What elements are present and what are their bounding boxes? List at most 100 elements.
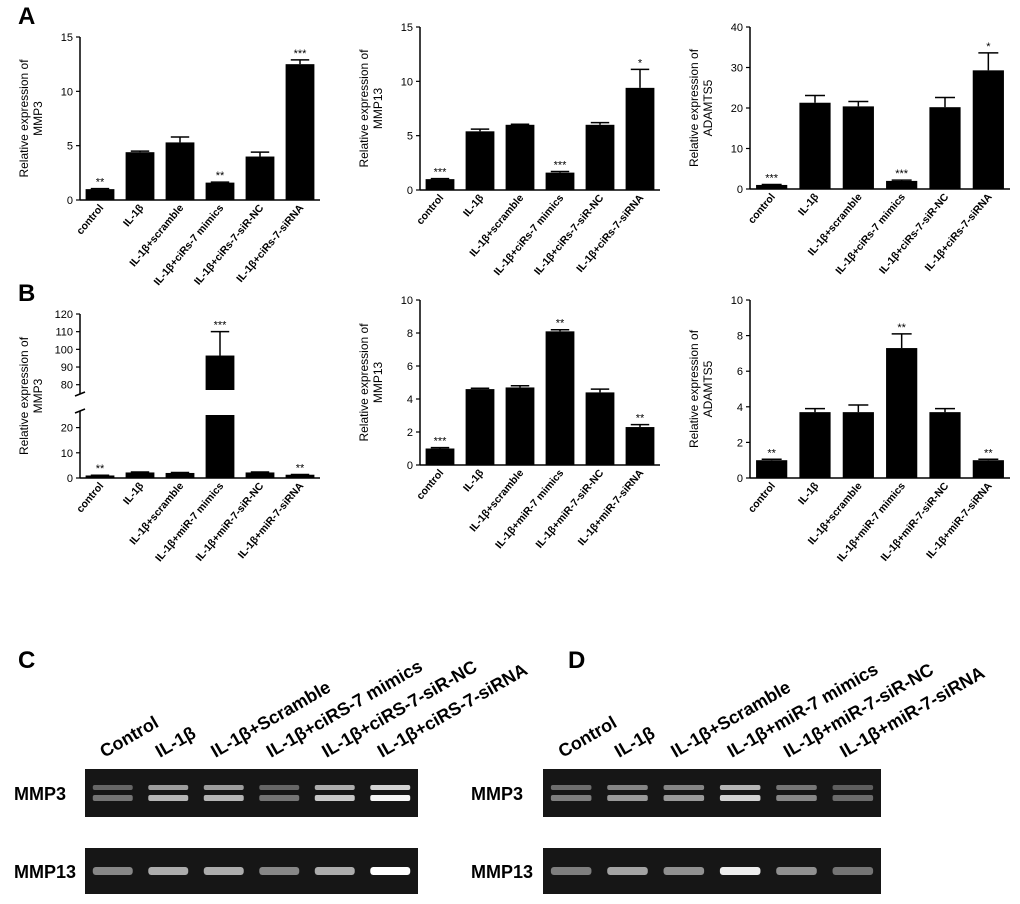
x-tick-label: IL-1β+ciRs-7 mimics — [152, 202, 227, 288]
gel-row-label: MMP13 — [14, 862, 76, 882]
y-axis-title-line: ADAMTS5 — [701, 360, 715, 417]
gel-band — [776, 785, 817, 790]
gel-band — [259, 867, 300, 875]
x-tick-label: IL-1β — [121, 480, 147, 507]
significance-label: *** — [214, 320, 228, 332]
y-tick-label: 2 — [407, 427, 413, 439]
bar — [625, 87, 655, 190]
y-axis-title-line: MMP13 — [371, 88, 385, 130]
y-tick-label: 6 — [407, 361, 413, 373]
y-tick-label: 8 — [737, 331, 743, 343]
y-tick-label: 5 — [67, 141, 73, 153]
significance-label: *** — [434, 167, 448, 179]
bar — [929, 107, 961, 189]
y-axis-title-line: MMP13 — [371, 362, 385, 404]
bar — [625, 427, 655, 465]
gel-band — [370, 867, 411, 875]
significance-label: ** — [636, 413, 645, 425]
bar — [585, 124, 615, 190]
gel-band — [148, 795, 189, 801]
chart-b3: 0 2 4 6 8 10 Relative expression ofADAMTS5 ** co… — [687, 295, 1010, 564]
y-axis-title: Relative expression ofMMP3 — [17, 59, 45, 178]
bar — [886, 348, 918, 478]
panel-label-c: C — [18, 647, 35, 674]
x-tick-label: control — [414, 467, 446, 502]
y-axis-title-line: MMP3 — [31, 378, 45, 413]
significance-label: *** — [434, 436, 448, 448]
chart-a1: 0 5 10 15 Relative expression ofMMP3 ** contro… — [17, 32, 320, 288]
bar — [425, 448, 455, 465]
gel-band — [832, 867, 874, 875]
y-axis-title: Relative expression ofADAMTS5 — [687, 48, 715, 167]
y-tick-label: 80 — [61, 380, 73, 392]
gel-band — [203, 795, 244, 801]
gel-band — [776, 867, 817, 875]
x-tick-label: IL-1β — [461, 467, 487, 494]
y-axis-title: Relative expression ofMMP13 — [357, 49, 385, 168]
gel-band — [148, 785, 189, 790]
gel-band — [719, 785, 761, 790]
y-tick-label: 5 — [407, 131, 413, 143]
gel-band — [203, 867, 244, 875]
x-tick-label: control — [74, 480, 106, 515]
axis-break-mark — [74, 408, 86, 414]
bar — [972, 460, 1004, 478]
bar — [245, 156, 275, 200]
gel-band — [663, 795, 705, 801]
y-axis-title-line: Relative expression of — [687, 329, 701, 448]
gel-lane-label: Control — [555, 712, 620, 761]
significance-label: *** — [895, 168, 909, 180]
x-tick-label: control — [74, 202, 106, 237]
gel-background — [543, 769, 881, 817]
y-tick-label: 10 — [401, 295, 413, 307]
chart-a2: 0 5 10 15 Relative expression ofMMP13 *** cont… — [357, 22, 660, 278]
bar — [886, 180, 918, 189]
chart-b1: 0 10 20 80 90 100 110 120 Relative expression of… — [17, 309, 320, 564]
y-tick-label: 0 — [737, 184, 743, 196]
significance-label: ** — [96, 463, 105, 475]
significance-label: ** — [556, 318, 565, 330]
y-tick-label: 20 — [61, 423, 73, 435]
significance-label: ** — [216, 170, 225, 182]
significance-label: ** — [984, 447, 993, 459]
bar — [245, 472, 275, 478]
bar — [799, 412, 831, 478]
x-tick-label: IL-1β — [796, 480, 822, 507]
gel-band — [776, 795, 817, 801]
x-tick-label: IL-1β+ciRs-7-siR-NC — [192, 202, 267, 288]
y-tick-label: 10 — [731, 144, 743, 156]
bar — [799, 102, 831, 189]
y-tick-label: 120 — [55, 309, 73, 321]
bar — [205, 415, 235, 478]
x-tick-label: IL-1β+miR-7-siR-NC — [194, 480, 267, 564]
x-tick-label: IL-1β+miR-7 mimics — [153, 480, 226, 564]
significance-label: * — [638, 57, 643, 69]
bar — [205, 355, 235, 390]
y-axis-title: Relative expression ofMMP3 — [17, 336, 45, 455]
x-tick-label: control — [746, 480, 778, 515]
gel-band — [370, 785, 411, 790]
y-tick-label: 100 — [55, 344, 73, 356]
x-tick-label: IL-1β+miR-7-siR-NC — [534, 467, 607, 551]
y-tick-label: 8 — [407, 328, 413, 340]
gel-band — [663, 785, 705, 790]
y-axis-title-line: Relative expression of — [17, 336, 31, 455]
gel-band — [832, 795, 874, 801]
gel-band — [550, 867, 592, 875]
y-tick-label: 0 — [407, 185, 413, 197]
x-tick-label: IL-1β+ciRs-7-siRNA — [574, 192, 646, 275]
bar — [842, 412, 874, 478]
y-axis-title-line: MMP3 — [31, 101, 45, 136]
x-tick-label: IL-1β — [796, 191, 822, 218]
panel-label-a: A — [18, 3, 35, 30]
panel-label-d: D — [568, 647, 585, 674]
gel-band — [607, 795, 648, 801]
x-tick-label: IL-1β — [461, 192, 487, 219]
y-tick-label: 4 — [737, 402, 743, 414]
gel-band — [314, 795, 355, 801]
bar — [285, 64, 315, 201]
bar — [465, 131, 495, 190]
bar — [425, 179, 455, 190]
